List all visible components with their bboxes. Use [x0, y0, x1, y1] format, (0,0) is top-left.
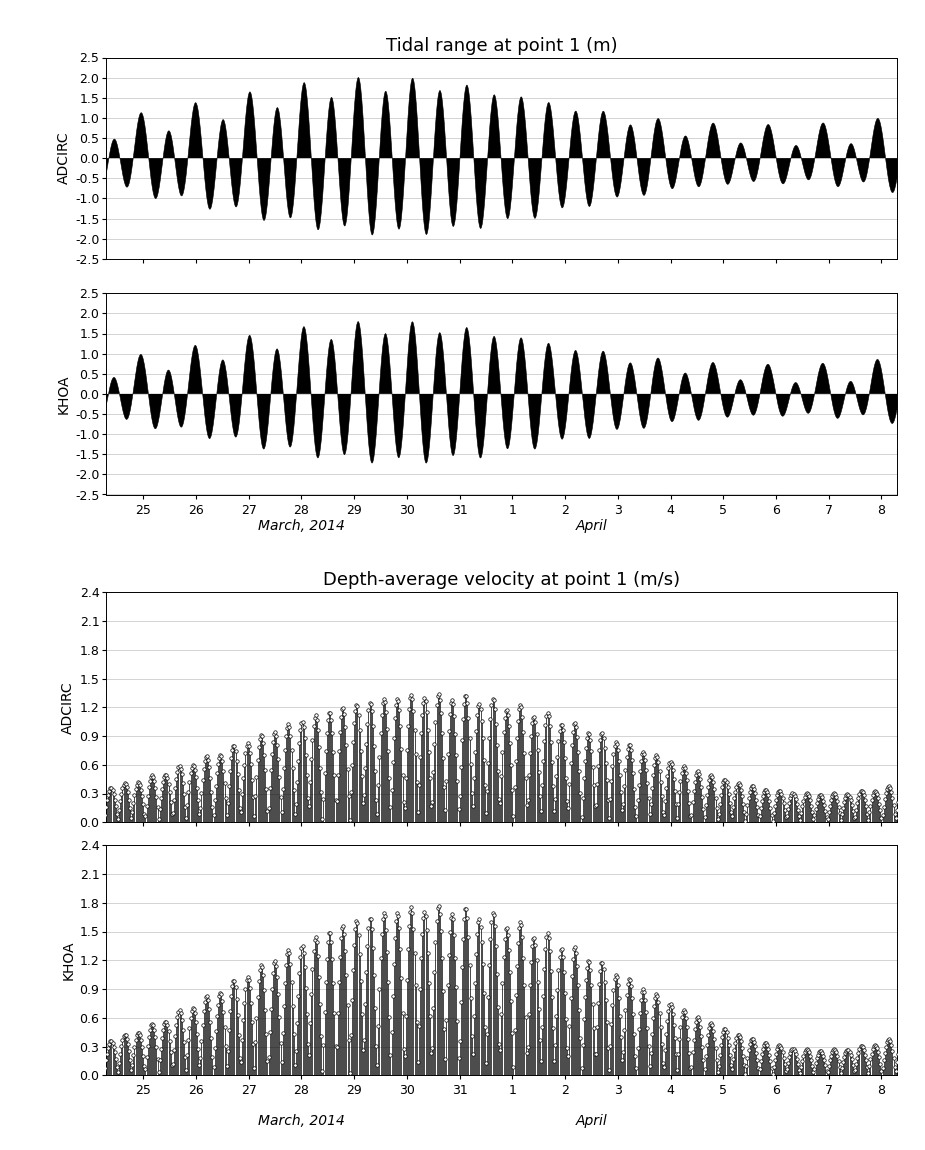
- Y-axis label: ADCIRC: ADCIRC: [61, 681, 75, 734]
- Title: Depth-average velocity at point 1 (m/s): Depth-average velocity at point 1 (m/s): [323, 572, 681, 589]
- Y-axis label: ADCIRC: ADCIRC: [56, 132, 71, 184]
- Text: March, 2014: March, 2014: [258, 1113, 345, 1128]
- Text: March, 2014: March, 2014: [258, 519, 345, 532]
- Y-axis label: KHOA: KHOA: [61, 941, 75, 980]
- Text: April: April: [575, 519, 608, 532]
- Text: April: April: [575, 1113, 608, 1128]
- Title: Tidal range at point 1 (m): Tidal range at point 1 (m): [386, 37, 618, 54]
- Y-axis label: KHOA: KHOA: [56, 374, 71, 414]
